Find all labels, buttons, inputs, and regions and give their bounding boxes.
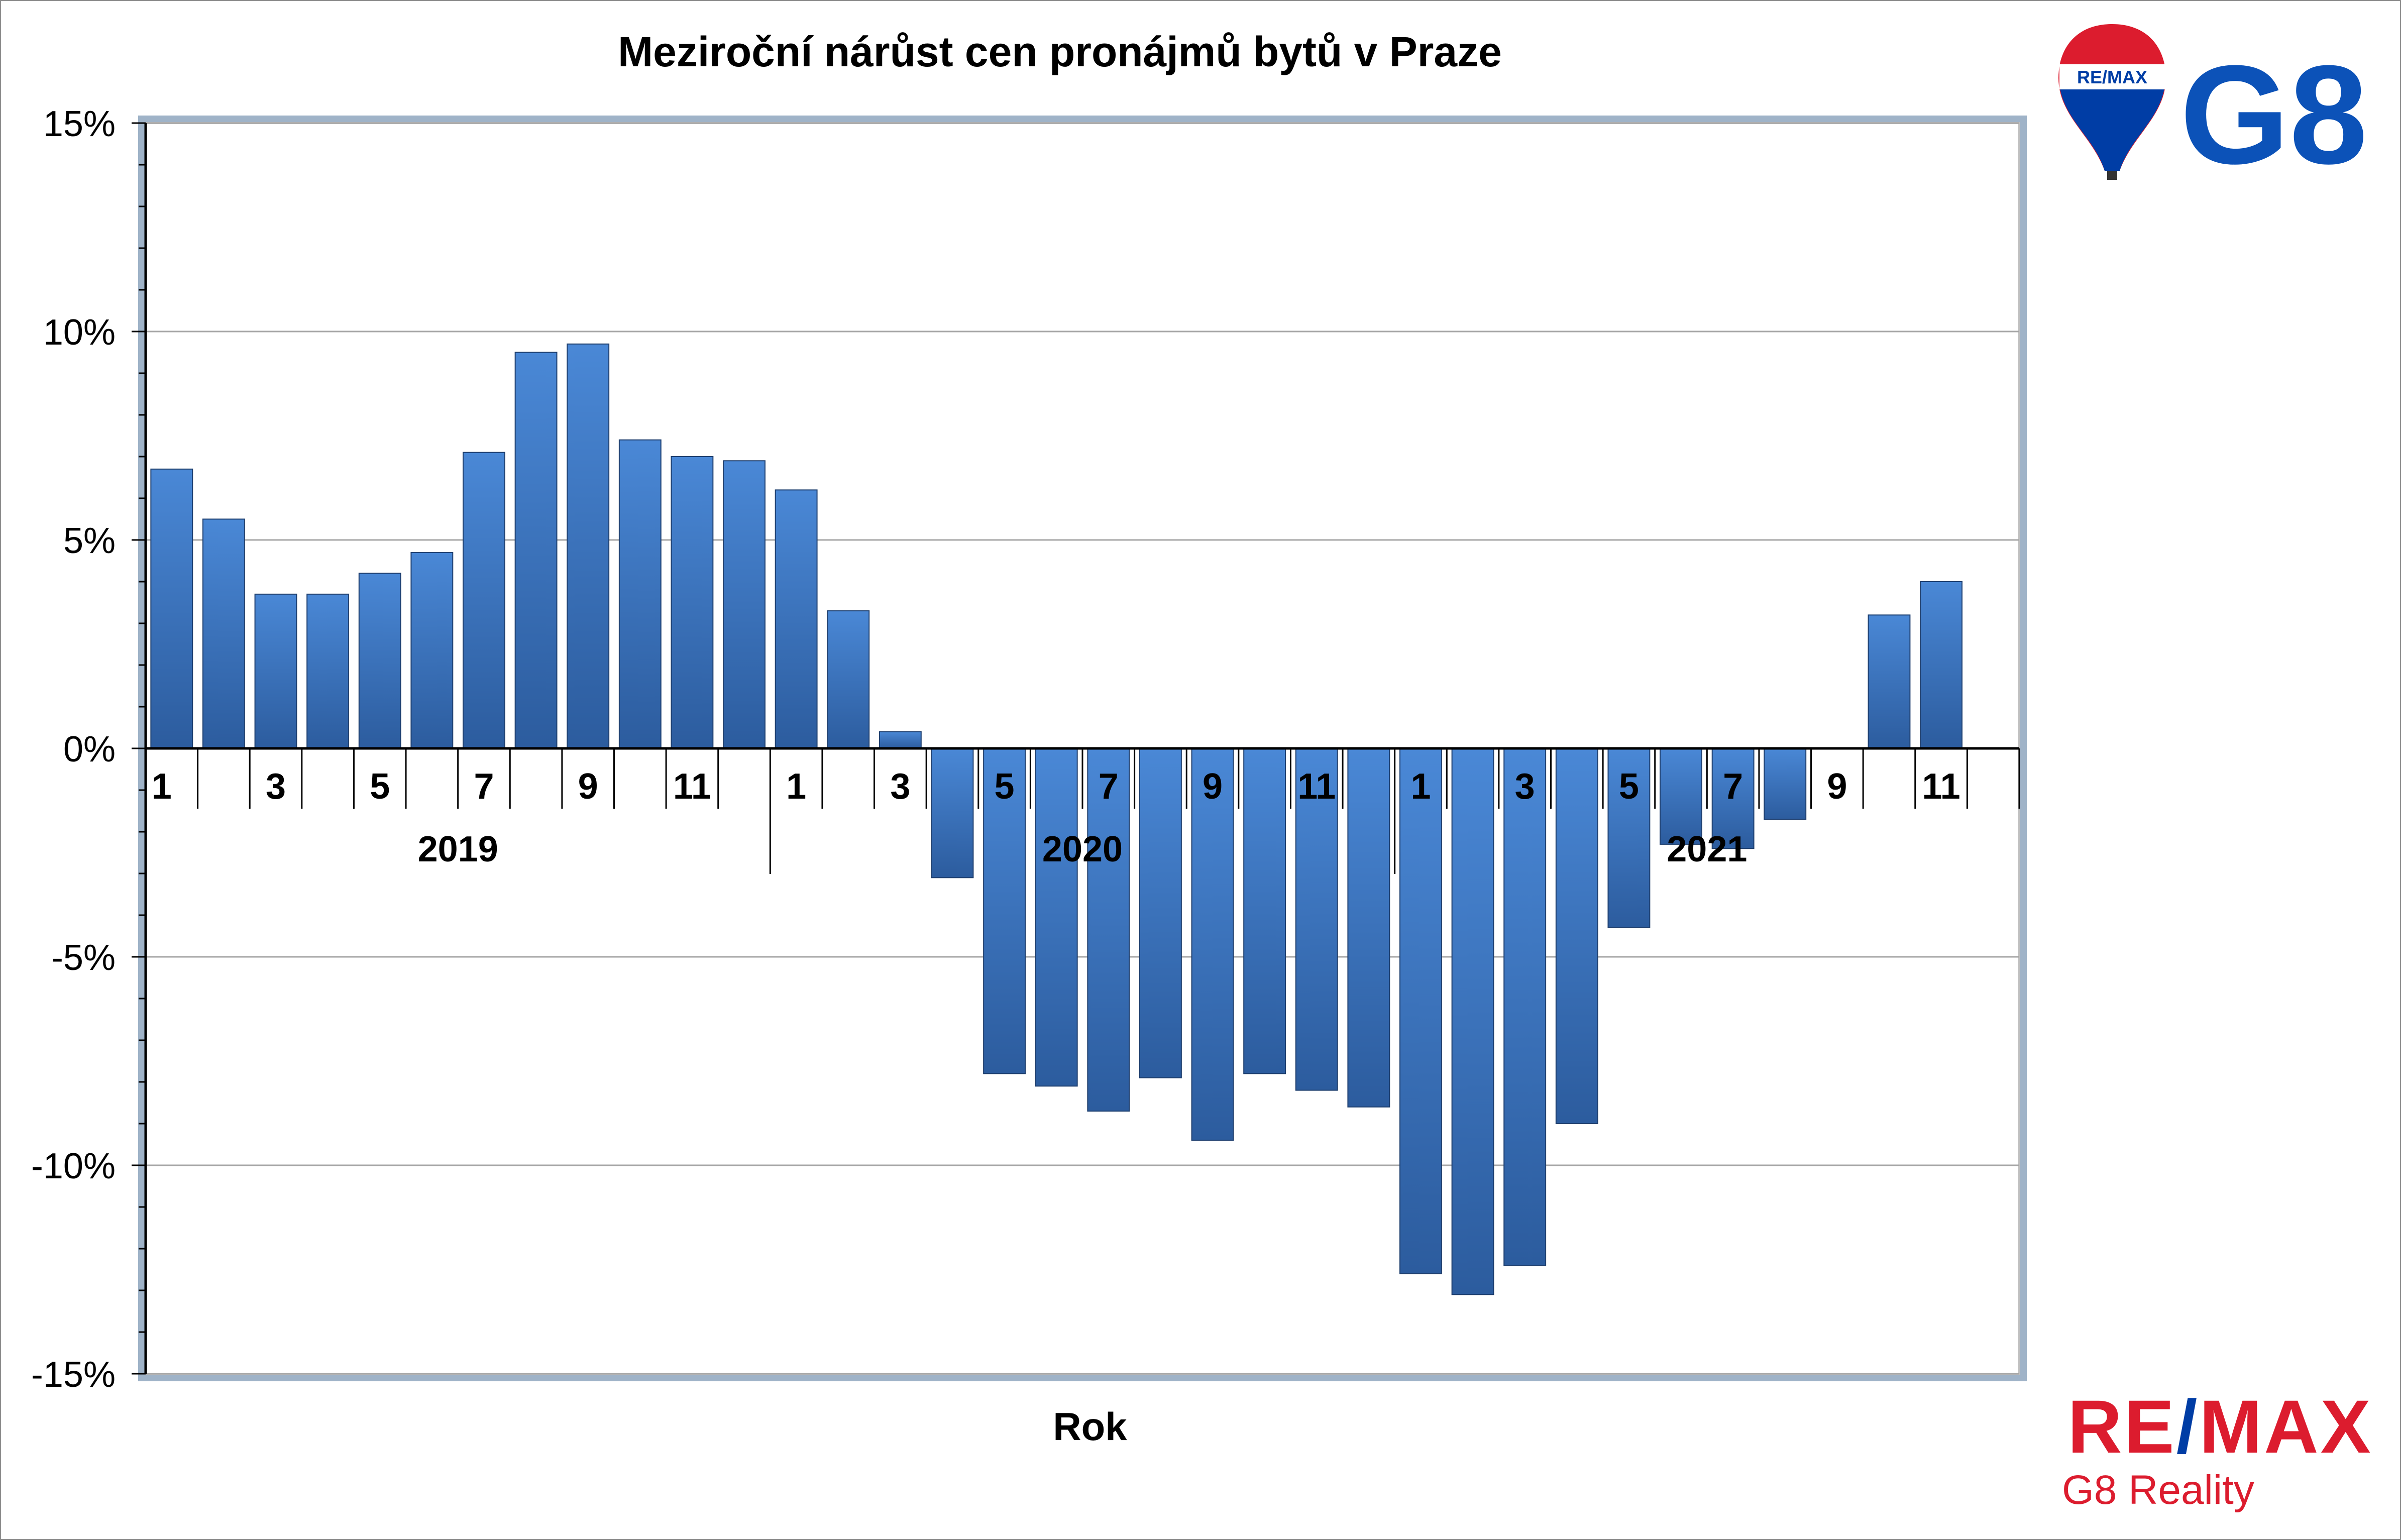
- remax-wordmark-part2: MAX: [2199, 1384, 2373, 1469]
- x-tick-label: 9: [578, 766, 598, 807]
- bar: [1920, 581, 1963, 749]
- x-tick-label: 3: [266, 766, 286, 807]
- x-tick-label: 1: [152, 766, 172, 807]
- bar: [1607, 748, 1651, 928]
- bar: [306, 593, 350, 749]
- y-tick-label: -5%: [51, 938, 116, 978]
- x-tick-label: 9: [1203, 766, 1223, 807]
- bar: [514, 352, 558, 749]
- bar: [1868, 614, 1911, 749]
- bar: [254, 593, 297, 749]
- x-tick-label: 5: [370, 766, 390, 807]
- remax-wordmark-slash: /: [2176, 1384, 2200, 1469]
- bar: [723, 460, 766, 749]
- bar: [1399, 748, 1442, 1274]
- x-tick-label: 11: [673, 766, 711, 807]
- bar: [1711, 748, 1755, 849]
- x-tick-label: 11: [1297, 766, 1336, 807]
- remax-wordmark-part1: RE: [2067, 1384, 2176, 1469]
- y-tick-label: -15%: [31, 1355, 116, 1395]
- y-tick-label: -10%: [31, 1146, 116, 1186]
- x-tick-label: 5: [1619, 766, 1639, 807]
- x-tick-label: 9: [1827, 766, 1847, 807]
- bar: [410, 552, 454, 749]
- y-tick-label: 5%: [63, 521, 116, 561]
- x-tick-label: 3: [1515, 766, 1535, 807]
- chart-title: Meziroční nárůst cen pronájmů bytů v Pra…: [618, 28, 1502, 75]
- bar: [1087, 748, 1130, 1112]
- x-axis-label: Rok: [1053, 1404, 1127, 1449]
- bar: [358, 573, 401, 749]
- year-label: 2020: [1042, 829, 1123, 869]
- bar: [1347, 748, 1390, 1108]
- x-tick-label: 1: [786, 766, 806, 807]
- remax-balloon-icon: RE/MAX: [2058, 24, 2166, 180]
- g8-logo-text: G8: [2180, 37, 2368, 186]
- x-tick-label: 5: [995, 766, 1015, 807]
- bar: [879, 731, 922, 749]
- x-tick-label: 7: [474, 766, 494, 807]
- year-label: 2021: [1667, 829, 1747, 869]
- x-tick-label: 1: [1410, 766, 1431, 807]
- bar: [202, 518, 245, 749]
- bar: [1555, 748, 1598, 1124]
- balloon-text: RE/MAX: [2077, 67, 2147, 87]
- bar: [618, 439, 662, 749]
- bar: [671, 456, 714, 749]
- x-tick-label: 11: [1922, 766, 1960, 807]
- bar: [1660, 748, 1702, 845]
- bar: [1035, 748, 1078, 1087]
- bar: [463, 452, 505, 749]
- bar: [1295, 748, 1338, 1091]
- bar: [1451, 748, 1494, 1295]
- bar: [827, 610, 870, 749]
- remax-wordmark: RE/MAX: [2059, 1389, 2381, 1464]
- bar: [567, 343, 610, 749]
- y-tick-label: 0%: [63, 729, 116, 769]
- bar: [150, 468, 193, 749]
- bar: [931, 748, 974, 878]
- year-label: 2019: [418, 829, 498, 869]
- bar: [1139, 748, 1182, 1078]
- bar: [1503, 748, 1547, 1266]
- bar: [1243, 748, 1286, 1074]
- remax-g8-logo: RE/MAX G8: [2058, 24, 2368, 186]
- bar: [1764, 748, 1807, 820]
- bar: [1191, 748, 1234, 1141]
- x-tick-label: 3: [890, 766, 910, 807]
- y-tick-label: 15%: [43, 104, 116, 144]
- x-tick-label: 7: [1099, 766, 1119, 807]
- y-tick-label: 10%: [43, 312, 116, 353]
- g8-reality-text: G8 Reality: [2062, 1467, 2254, 1513]
- x-tick-label: 7: [1723, 766, 1743, 807]
- bar: [775, 489, 818, 749]
